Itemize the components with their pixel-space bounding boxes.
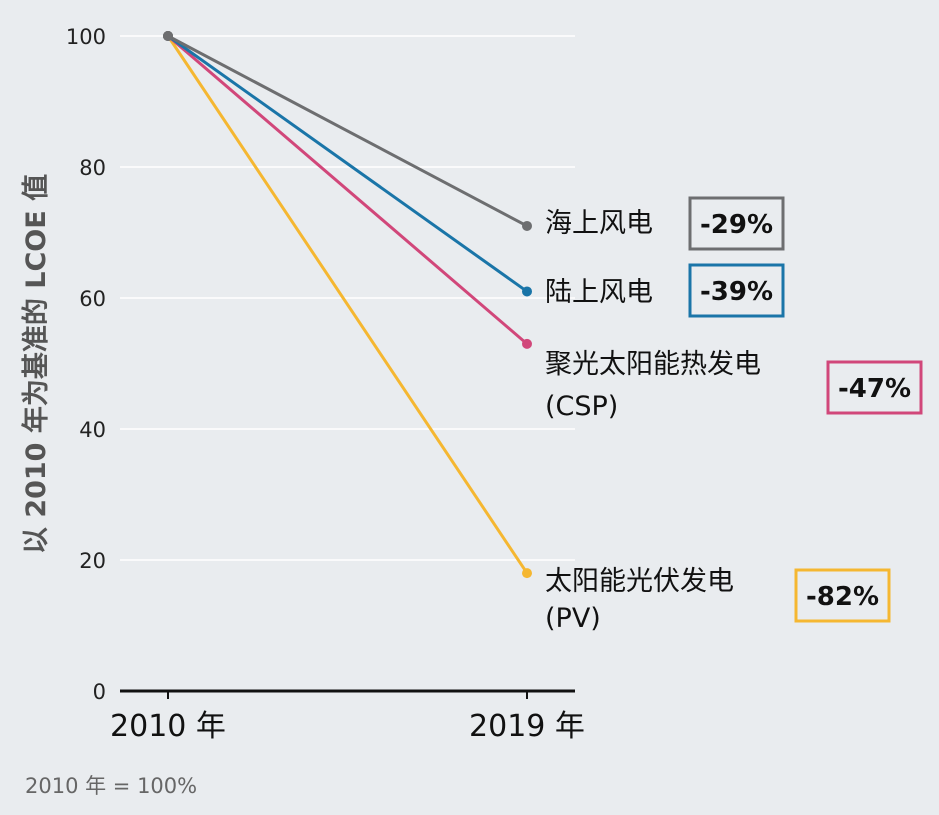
- y-tick-labels: 0 20 40 60 80 100: [66, 25, 106, 704]
- y-tick-label: 80: [79, 156, 106, 180]
- series-label: 陆上风电: [545, 277, 653, 308]
- x-axis: 2010 年 2019 年: [110, 689, 585, 744]
- change-box: [688, 196, 785, 251]
- series-line: [167, 34, 528, 228]
- change-box: [794, 568, 891, 623]
- series-label: (CSP): [545, 391, 618, 422]
- series-line: [167, 34, 528, 293]
- series-label: 太阳能光伏发电: [545, 566, 734, 597]
- y-axis-label: 以 2010 年为基准的 LCOE 值: [20, 174, 52, 554]
- series-labels: 海上风电 -29% 陆上风电 -39% 聚光太阳能热发电 (CSP) -47% 太阳能光伏发电…: [545, 196, 923, 634]
- change-label: -47%: [838, 374, 911, 404]
- series-line: [166, 35, 529, 574]
- series-label: 海上风电: [545, 208, 653, 239]
- change-box: [688, 263, 785, 318]
- series-label: (PV): [545, 603, 601, 634]
- y-tick-label: 0: [93, 680, 106, 704]
- series-lines: [163, 31, 532, 579]
- gridlines: [120, 35, 575, 561]
- data-point: [163, 31, 173, 41]
- data-point: [522, 568, 532, 579]
- change-box: [826, 360, 923, 415]
- x-tick-label: 2019 年: [469, 709, 585, 744]
- y-tick-label: 100: [66, 25, 106, 49]
- y-tick-label: 40: [79, 418, 106, 442]
- change-label: -82%: [806, 582, 879, 612]
- data-point: [522, 220, 532, 231]
- baseline-note: 2010 年 = 100%: [25, 774, 197, 798]
- series-label: 聚光太阳能热发电: [545, 349, 761, 380]
- series-line: [167, 34, 528, 345]
- change-label: -29%: [700, 210, 773, 240]
- data-point: [522, 338, 532, 349]
- data-point: [522, 286, 532, 297]
- change-label: -39%: [700, 277, 773, 307]
- y-tick-label: 20: [79, 549, 106, 573]
- y-tick-label: 60: [79, 287, 106, 311]
- x-tick-label: 2010 年: [110, 709, 226, 744]
